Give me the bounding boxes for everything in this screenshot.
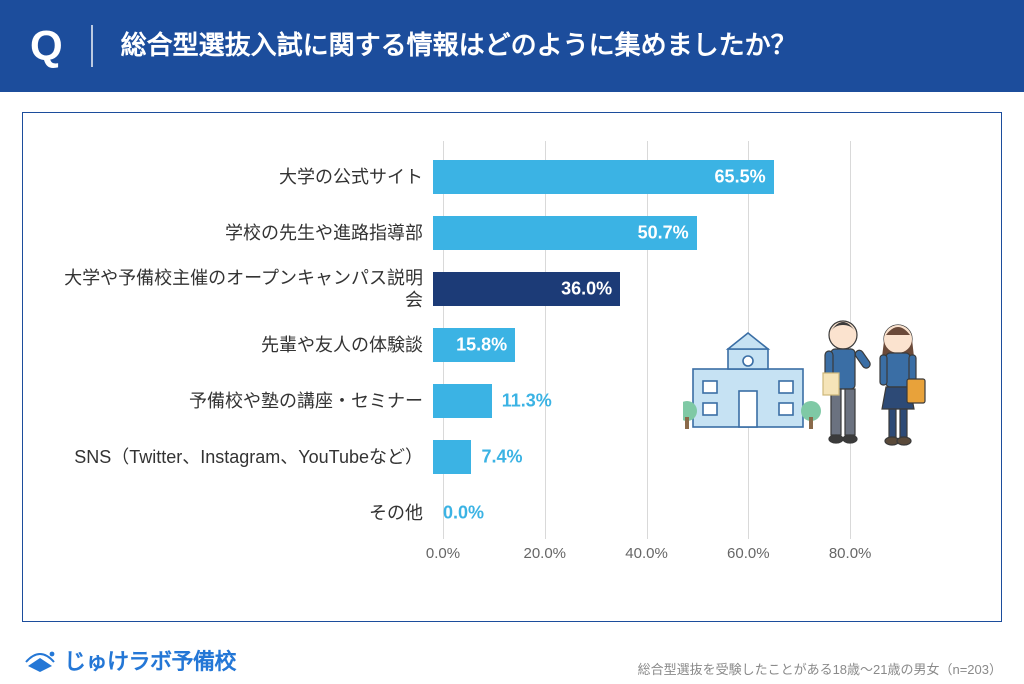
x-tick-label: 40.0% <box>625 545 668 562</box>
x-tick-label: 20.0% <box>523 545 566 562</box>
x-tick-label: 60.0% <box>727 545 770 562</box>
bar-label: 大学や予備校主催のオープンキャンパス説明会 <box>63 267 433 312</box>
bar-label: 大学の公式サイト <box>63 166 433 189</box>
x-axis: 0.0%20.0%40.0%60.0%80.0% <box>443 545 901 565</box>
chart-area: 大学の公式サイト 65.5% 学校の先生や進路指導部 50.7% 大学や予備校主催のオー… <box>63 141 961 579</box>
bar-row: 大学や予備校主催のオープンキャンパス説明会 36.0% <box>63 261 901 317</box>
footer: じゅけラボ予備校 総合型選抜を受験したことがある18歳～21歳の男女（n=203… <box>0 638 1024 684</box>
question-header: Q 総合型選抜入試に関する情報はどのように集めましたか？ <box>0 0 1024 92</box>
bar-track: 7.4% <box>433 440 901 474</box>
logo-icon <box>22 642 58 678</box>
bar-row: 学校の先生や進路指導部 50.7% <box>63 205 901 261</box>
bar-label: 先輩や友人の体験談 <box>63 334 433 357</box>
bar-track: 50.7% <box>433 216 901 250</box>
source-note: 総合型選抜を受験したことがある18歳～21歳の男女（n=203） <box>638 659 1002 678</box>
bar-fill <box>433 384 492 418</box>
bar-fill: 15.8% <box>433 328 515 362</box>
bar-value: 7.4% <box>481 447 522 468</box>
bar-row: 予備校や塾の講座・セミナー 11.3% <box>63 373 901 429</box>
bar-row: SNS（Twitter、Instagram、YouTubeなど） 7.4% <box>63 429 901 485</box>
bar-track: 65.5% <box>433 160 901 194</box>
bar-fill: 65.5% <box>433 160 774 194</box>
bar-fill: 36.0% <box>433 272 620 306</box>
bar-label: 学校の先生や進路指導部 <box>63 222 433 245</box>
x-tick-label: 0.0% <box>426 545 460 562</box>
brand-logo: じゅけラボ予備校 <box>22 642 236 678</box>
bar-label: その他 <box>63 502 433 525</box>
bar-value: 65.5% <box>715 167 766 188</box>
logo-text: じゅけラボ予備校 <box>64 644 236 676</box>
bar-track: 0.0% <box>433 496 901 530</box>
bar-row: 先輩や友人の体験談 15.8% <box>63 317 901 373</box>
bar-value: 11.3% <box>502 391 552 412</box>
bar-value: 15.8% <box>456 335 507 356</box>
chart-card: 大学の公式サイト 65.5% 学校の先生や進路指導部 50.7% 大学や予備校主催のオー… <box>22 112 1002 622</box>
bar-row: その他 0.0% <box>63 485 901 541</box>
bar-fill: 50.7% <box>433 216 697 250</box>
bar-label: SNS（Twitter、Instagram、YouTubeなど） <box>63 446 433 469</box>
bar-fill <box>433 440 471 474</box>
q-mark: Q <box>30 25 93 67</box>
bar-label: 予備校や塾の講座・セミナー <box>63 390 433 413</box>
bar-value: 0.0% <box>443 503 484 524</box>
x-tick-label: 80.0% <box>829 545 872 562</box>
bar-track: 11.3% <box>433 384 901 418</box>
bar-value: 36.0% <box>561 279 612 300</box>
question-text: 総合型選抜入試に関する情報はどのように集めましたか？ <box>93 28 797 63</box>
bar-value: 50.7% <box>638 223 689 244</box>
bar-track: 15.8% <box>433 328 901 362</box>
bar-row: 大学の公式サイト 65.5% <box>63 149 901 205</box>
bar-track: 36.0% <box>433 272 901 306</box>
